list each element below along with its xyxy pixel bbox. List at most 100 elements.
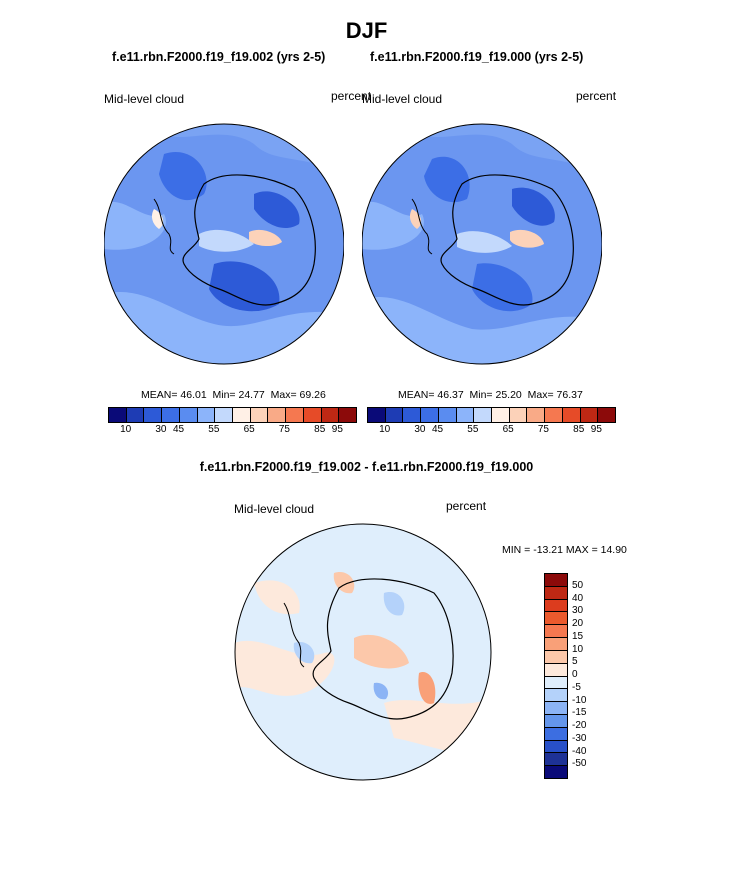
left-colorbar-tick-label: 85 [314,424,326,435]
diff-colorbar [544,573,568,779]
diff-units-label: percent [446,499,487,513]
diff-field-label: Mid-level cloud [234,502,315,516]
left-colorbar-tick-label: 95 [331,424,343,435]
left-colorbar-swatch [303,408,322,422]
right-colorbar-swatch [474,408,493,422]
left-colorbar-swatch [126,408,145,422]
left-min-value: 24.77 [238,389,265,401]
right-colorbar-swatch [545,408,563,422]
left-colorbar-swatch [162,408,180,422]
right-colorbar-swatch [509,408,528,422]
left-polar-map [104,123,344,365]
right-colorbar-tick-label: 95 [590,424,602,435]
left-colorbar-ticks: 10 30 45 55 65 75 85 95 [108,424,355,438]
left-colorbar-swatch [339,408,357,422]
page-title: DJF [345,18,388,43]
left-colorbar-tick-label: 75 [278,424,290,435]
diff-colorbar-swatch [545,638,567,651]
right-colorbar-swatch [598,408,616,422]
left-colorbar-swatch [321,408,340,422]
right-colorbar-swatch [385,408,404,422]
diff-colorbar-tick-label: -20 [572,720,587,731]
right-colorbar-swatch [580,408,599,422]
left-max-label: Max= [270,389,297,401]
right-polar-map [362,123,602,365]
right-mean-label: MEAN= [398,389,435,401]
right-mean-value: 46.37 [437,389,464,401]
left-colorbar-swatch [268,408,287,422]
right-colorbar-tick-label: 30 [414,424,426,435]
left-colorbar-swatch [250,408,269,422]
right-case-title: f.e11.rbn.F2000.f19_f19.000 (yrs 2-5) [370,50,584,64]
left-colorbar-swatch [286,408,304,422]
diff-polar-map [234,523,492,781]
diff-title: f.e11.rbn.F2000.f19_f19.002 - f.e11.rbn.… [199,460,534,474]
diff-colorbar-tick-label: -15 [572,707,587,719]
right-stats: MEAN= 46.37 Min= 25.20 Max= 76.37 [398,389,583,401]
diff-colorbar-tick-label: -10 [572,694,587,706]
diff-colorbar-tick-label: -30 [572,732,587,744]
diff-colorbar-tick-label: 30 [572,605,584,617]
left-mean-value: 46.01 [180,389,207,401]
left-colorbar-swatch [197,408,216,422]
left-units-label: percent [331,89,372,103]
left-max-value: 69.26 [299,389,326,401]
right-min-label: Min= [469,389,493,401]
diff-colorbar-tick-label: -50 [572,758,587,770]
diff-colorbar-swatch [545,650,567,664]
diff-minmax: MIN = -13.21 MAX = 14.90 [502,544,627,556]
diff-colorbar-ticks: 50 40 30 20 15 10 5 0 -5 -10 -15 -20 -30 -40 -50 [572,573,602,777]
diff-colorbar-tick-label: 5 [572,656,578,668]
diff-colorbar-tick-label: 0 [572,669,578,680]
left-stats: MEAN= 46.01 Min= 24.77 Max= 69.26 [141,389,326,401]
right-colorbar-tick-label: 55 [467,424,479,435]
right-max-value: 76.37 [556,389,583,401]
left-colorbar-swatch [179,408,198,422]
right-colorbar-swatch [562,408,581,422]
diff-colorbar-swatch [545,689,567,703]
diff-colorbar-tick-label: 40 [572,592,584,604]
right-colorbar-tick-label: 65 [502,424,514,435]
diff-colorbar-tick-label: 50 [572,579,584,591]
left-colorbar-swatch [109,408,127,422]
right-colorbar-tick-label: 45 [432,424,444,435]
right-units-label: percent [576,89,617,103]
diff-colorbar-swatch [545,612,567,626]
diff-colorbar-swatch [545,663,567,677]
diff-colorbar-tick-label: -40 [572,745,587,757]
left-colorbar-swatch [144,408,163,422]
left-colorbar-tick-label: 55 [208,424,220,435]
diff-colorbar-swatch [545,599,567,613]
right-field-label: Mid-level cloud [362,92,443,106]
left-colorbar-swatch [233,408,251,422]
left-min-label: Min= [212,389,236,401]
diff-colorbar-swatch [545,753,567,767]
left-field-label: Mid-level cloud [104,92,185,106]
right-max-label: Max= [527,389,554,401]
right-colorbar-swatch [527,408,546,422]
diff-colorbar-tick-label: 10 [572,643,584,655]
left-colorbar-tick-label: 30 [155,424,167,435]
diff-colorbar-tick-label: -5 [572,681,581,693]
right-colorbar-tick-label: 85 [573,424,585,435]
right-colorbar-swatch [421,408,439,422]
diff-colorbar-swatch [545,574,567,587]
left-colorbar-tick-label: 10 [120,424,132,435]
diff-colorbar-tick-label: 20 [572,618,584,629]
right-colorbar-tick-label: 10 [379,424,391,435]
diff-colorbar-swatch [545,676,567,690]
diff-colorbar-swatch [545,727,567,741]
diff-colorbar-swatch [545,702,567,715]
diff-colorbar-swatch [545,766,567,778]
diff-colorbar-tick-label: 15 [572,630,584,642]
diff-colorbar-swatch [545,586,567,600]
diff-colorbar-swatch [545,740,567,754]
right-min-value: 25.20 [495,389,522,401]
right-colorbar-swatch [403,408,422,422]
diff-colorbar-swatch [545,714,567,728]
diff-colorbar-swatch [545,625,567,639]
left-colorbar [108,407,357,423]
left-colorbar-tick-label: 65 [243,424,255,435]
right-colorbar-ticks: 10 30 45 55 65 75 85 95 [367,424,614,438]
right-colorbar-swatch [492,408,510,422]
